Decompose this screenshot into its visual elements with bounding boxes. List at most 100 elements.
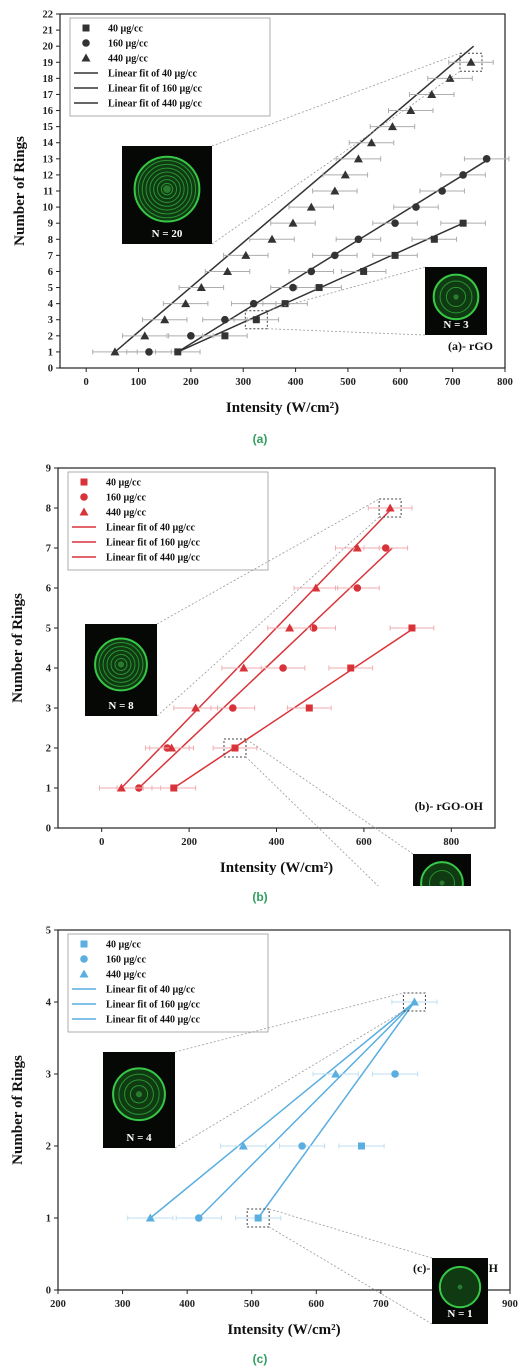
data-point-circle — [391, 219, 399, 227]
caption-b: (b) — [252, 890, 268, 904]
legend-marker-square — [80, 940, 88, 948]
data-point-triangle — [238, 1141, 248, 1150]
inset-small-ring — [445, 286, 467, 307]
data-point-circle — [145, 348, 153, 356]
chart-svg-b: 0 200 400 600 800 0 1 2 3 4 5 6 7 8 9 Intensity (W/cm²)… — [10, 464, 496, 921]
data-point-triangle — [196, 283, 206, 292]
x-tick-label: 800 — [443, 837, 459, 848]
x-tick-label: 700 — [373, 1299, 389, 1310]
x-tick-label: 400 — [288, 377, 304, 388]
legend-label: Linear fit of 440 µg/cc — [108, 99, 202, 110]
data-point-square — [357, 1142, 365, 1150]
y-tick-label: 4 — [46, 664, 52, 675]
data-point-triangle — [140, 331, 150, 340]
data-point-circle — [194, 1214, 203, 1222]
inset-connector — [267, 266, 426, 312]
x-tick-label: 500 — [244, 1299, 260, 1310]
legend-label: Linear fit of 440 µg/cc — [106, 1015, 200, 1026]
inset-large-label: N = 4 — [126, 1132, 152, 1144]
x-tick-label: 400 — [179, 1299, 195, 1310]
data-point-triangle — [239, 663, 249, 672]
y-tick-label: 18 — [43, 74, 54, 85]
inset-large-ring — [94, 637, 148, 692]
x-tick-label: 0 — [84, 377, 89, 388]
data-point-square — [254, 1214, 262, 1222]
y-tick-label: 17 — [43, 90, 54, 101]
data-point-circle — [331, 251, 339, 260]
legend-marker-circle — [80, 493, 88, 501]
x-tick-label: 600 — [356, 837, 372, 848]
x-tick-label: 300 — [235, 377, 251, 388]
inset-small-ring — [438, 1265, 482, 1309]
legend-marker-triangle — [79, 507, 89, 516]
data-point-triangle — [331, 1069, 341, 1078]
data-point-circle — [187, 332, 195, 340]
data-point-triangle — [181, 299, 191, 308]
data-point-circle — [354, 235, 363, 244]
data-point-triangle — [387, 122, 397, 131]
chart-panel-b: 0 200 400 600 800 0 1 2 3 4 5 6 7 8 9 Intensity (W/cm²)… — [0, 456, 520, 921]
data-point-circle — [298, 1142, 306, 1150]
legend-marker-square — [80, 478, 88, 486]
y-tick-label: 7 — [48, 251, 53, 262]
fit-line — [257, 1001, 416, 1219]
data-point-square — [315, 284, 323, 292]
data-point-square — [305, 704, 313, 712]
data-point-triangle — [160, 315, 170, 324]
legend-label: Linear fit of 40 µg/cc — [106, 985, 195, 996]
legend-label: 160 µg/cc — [106, 955, 146, 966]
inset-large-ring — [141, 163, 193, 215]
panel-label: (a)- rGO — [448, 339, 493, 353]
inset-small-core — [439, 880, 445, 886]
x-tick-label: 600 — [308, 1299, 324, 1310]
legend-label: 160 µg/cc — [108, 39, 148, 50]
data-point-circle — [249, 299, 258, 308]
inset-large-ring — [129, 1085, 149, 1104]
y-axis-label: Number of Rings — [12, 136, 28, 246]
data-point-triangle — [353, 154, 363, 163]
y-axis-label: Number of Rings — [10, 593, 26, 703]
legend-label: 440 µg/cc — [106, 508, 146, 519]
data-point-triangle — [116, 783, 126, 792]
data-point-triangle — [445, 73, 455, 82]
legend-label: Linear fit of 160 µg/cc — [106, 538, 200, 549]
data-point-square — [174, 348, 182, 356]
y-tick-label: 7 — [46, 544, 51, 555]
inset-large-ring — [106, 650, 136, 679]
y-tick-label: 20 — [43, 42, 54, 53]
x-tick-label: 600 — [392, 377, 408, 388]
legend-label: Linear fit of 40 µg/cc — [108, 69, 197, 80]
legend-label: 160 µg/cc — [106, 493, 146, 504]
y-tick-label: 8 — [48, 235, 53, 246]
y-tick-label: 19 — [43, 58, 54, 69]
x-tick-label: 100 — [131, 377, 147, 388]
legend-box — [67, 471, 269, 571]
data-point-circle — [381, 544, 390, 552]
legend-box — [69, 17, 271, 117]
inset-connector — [267, 328, 426, 336]
inset-large-core — [117, 661, 125, 668]
data-point-triangle — [406, 106, 416, 115]
chart-svg-c: 200300400500600700800900012345Intensity … — [10, 926, 518, 1339]
y-tick-label: 9 — [46, 464, 51, 475]
inset-large-ring — [156, 179, 178, 200]
inset-connector — [174, 992, 404, 1053]
x-tick-label: 500 — [340, 377, 356, 388]
y-tick-label: 3 — [46, 1070, 51, 1081]
y-tick-label: 21 — [43, 26, 54, 37]
data-point-square — [391, 251, 399, 259]
data-point-triangle — [311, 583, 321, 592]
y-tick-label: 0 — [46, 1286, 51, 1297]
inset-small-core — [457, 1284, 463, 1290]
y-tick-label: 13 — [43, 154, 54, 165]
data-point-circle — [307, 267, 316, 276]
legend-label: Linear fit of 160 µg/cc — [108, 84, 202, 95]
inset-large-core — [163, 185, 171, 194]
x-tick-label: 300 — [115, 1299, 131, 1310]
inset-large-ring — [137, 160, 197, 219]
data-point-triangle — [267, 234, 277, 243]
data-point-square — [459, 219, 467, 227]
y-tick-label: 5 — [48, 283, 53, 294]
data-point-circle — [391, 1070, 399, 1078]
data-point-triangle — [145, 1213, 155, 1222]
